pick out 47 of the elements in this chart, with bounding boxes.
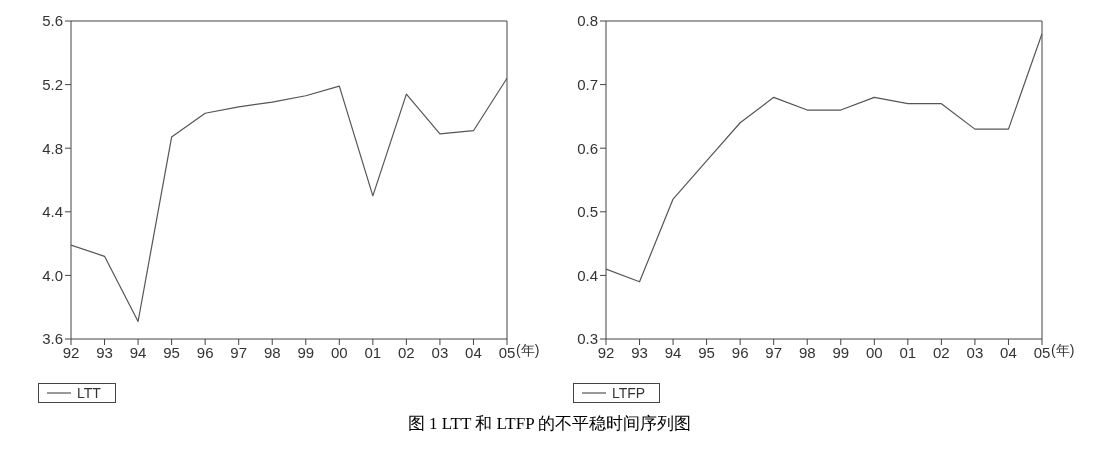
- x-tick-label: 98: [798, 343, 816, 361]
- x-tick-label: 95: [698, 343, 715, 361]
- x-tick-label: 98: [263, 343, 281, 361]
- x-tick-label: 94: [129, 343, 147, 361]
- x-tick-label: 05: [498, 343, 516, 361]
- x-tick-label: 96: [196, 343, 214, 361]
- x-tick-label: 92: [62, 343, 80, 361]
- y-tick-label: 4.8: [42, 139, 63, 157]
- y-tick-label: 0.4: [577, 266, 598, 284]
- x-axis-title: (年): [1051, 341, 1075, 358]
- y-tick-label: 0.7: [577, 75, 598, 93]
- caption: 图 1 LTT 和 LTFP 的不平稳时间序列图: [406, 413, 693, 435]
- x-tick-label: 00: [330, 343, 348, 361]
- x-tick-label: 01: [899, 343, 917, 361]
- x-tick-label: 93: [96, 343, 113, 361]
- y-tick-label: 0.3: [577, 330, 598, 348]
- x-tick-label: 03: [431, 343, 449, 361]
- x-tick-label: 02: [933, 343, 950, 361]
- x-tick-label: 04: [1000, 343, 1017, 361]
- x-axis-title: (年): [516, 341, 540, 358]
- legend-label: LTT: [75, 385, 101, 401]
- y-tick-label: 5.6: [42, 12, 63, 30]
- x-tick-label: 02: [398, 343, 415, 361]
- x-tick-label: 04: [465, 343, 482, 361]
- x-tick-label: 03: [966, 343, 984, 361]
- x-tick-label: 97: [765, 343, 783, 361]
- line-series: [606, 33, 1042, 283]
- y-tick-label: 5.2: [42, 75, 63, 93]
- y-tick-label: 0.6: [577, 139, 598, 157]
- x-tick-label: 97: [230, 343, 248, 361]
- x-tick-label: 93: [631, 343, 648, 361]
- x-tick-label: 99: [832, 343, 850, 361]
- y-tick-label: 3.6: [42, 330, 63, 348]
- x-tick-label: 96: [731, 343, 749, 361]
- y-tick-label: 4.4: [42, 203, 63, 221]
- x-tick-label: 92: [597, 343, 615, 361]
- line-series: [71, 77, 507, 323]
- y-tick-label: 0.8: [577, 12, 598, 30]
- x-tick-label: 95: [163, 343, 180, 361]
- legend-label: LTFP: [610, 385, 646, 401]
- x-tick-label: 99: [297, 343, 315, 361]
- y-tick-label: 4.0: [42, 266, 63, 284]
- x-tick-label: 94: [664, 343, 682, 361]
- x-tick-label: 05: [1033, 343, 1051, 361]
- x-tick-label: 01: [364, 343, 382, 361]
- y-tick-label: 0.5: [577, 203, 598, 221]
- x-tick-label: 00: [865, 343, 883, 361]
